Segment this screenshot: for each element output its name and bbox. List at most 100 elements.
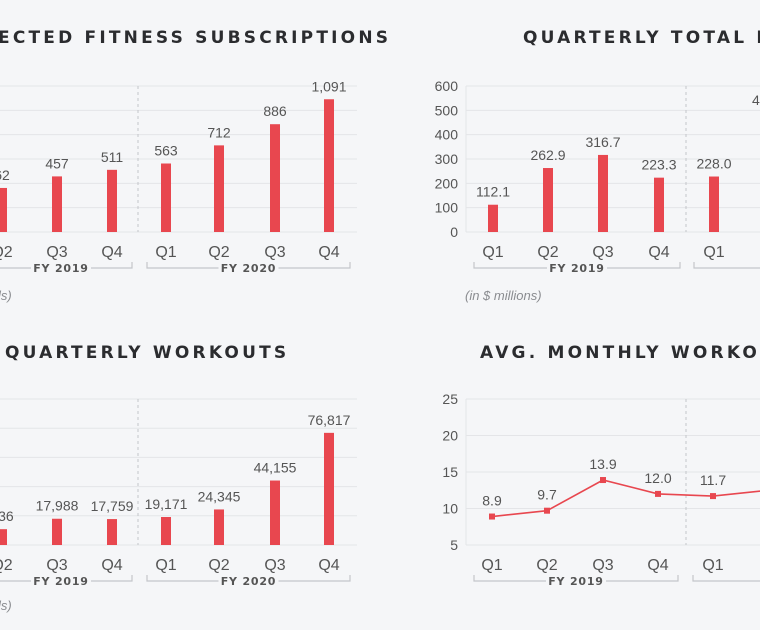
rev-group-bracket	[473, 262, 547, 269]
rev-x-tick: Q1	[482, 244, 503, 261]
subs-x-tick: Q4	[101, 244, 122, 261]
rev-x-tick: Q2	[537, 244, 558, 261]
subs-bar	[107, 169, 117, 232]
work-x-tick: Q2	[208, 557, 229, 574]
subs-x-tick: Q2	[208, 244, 229, 261]
rev-data-label: 262.9	[530, 147, 565, 163]
avg-x-tick: Q4	[647, 557, 668, 574]
subs-bar	[324, 99, 334, 233]
avg-x-tick: Q1	[481, 557, 502, 574]
rev-x-tick: Q3	[592, 244, 613, 261]
work-data-label: 836	[0, 508, 14, 524]
rev-y-tick: 600	[435, 78, 459, 94]
rev-x-tick: Q4	[648, 244, 669, 261]
avg-data-label: 13.9	[589, 456, 616, 472]
rev-y-tick: 100	[435, 200, 459, 216]
work-x-tick: Q3	[264, 557, 285, 574]
rev-data-label: 4	[752, 92, 760, 108]
subs-x-tick: Q2	[0, 244, 13, 261]
subs-data-label: 62	[0, 167, 10, 183]
avg-y-tick: 5	[450, 537, 458, 553]
rev-data-label: 316.7	[585, 134, 620, 150]
subs-data-label: 712	[207, 124, 231, 140]
work-bar	[324, 432, 334, 545]
subs-bar	[52, 176, 62, 232]
rev-bar	[709, 176, 719, 232]
rev-bar	[654, 177, 664, 232]
subscriptions-note: ls)	[0, 288, 12, 303]
subs-bar	[0, 187, 7, 232]
avg-group-bracket	[473, 575, 546, 582]
subs-data-label: 457	[45, 155, 69, 171]
work-data-label: 76,817	[308, 412, 351, 428]
subs-data-label: 511	[101, 149, 124, 165]
subs-group-bracket	[146, 262, 219, 269]
rev-group-label: FY 2019	[549, 262, 605, 275]
work-group-bracket	[146, 575, 219, 582]
rev-y-tick: 0	[450, 224, 458, 240]
work-bar	[107, 519, 117, 545]
avg-x-tick: Q3	[592, 557, 613, 574]
avg-data-label: 9.7	[537, 487, 557, 503]
avg-y-tick: 20	[442, 428, 458, 444]
avg-point	[710, 493, 716, 500]
avg-group-bracket	[692, 575, 760, 582]
avg-y-tick: 15	[442, 464, 458, 480]
subscriptions-title: ECTED FITNESS SUBSCRIPTIONS	[0, 28, 392, 48]
work-bar	[161, 517, 171, 545]
avg-workouts-title: AVG. MONTHLY WORKOU	[480, 343, 760, 363]
rev-bar	[598, 154, 608, 232]
work-bar	[214, 509, 224, 545]
rev-bar	[488, 204, 498, 232]
work-group-label: FY 2020	[221, 575, 277, 588]
workouts-title: QUARTERLY WORKOUTS	[5, 343, 290, 363]
work-x-tick: Q4	[318, 557, 339, 574]
avg-data-label: 12.0	[644, 470, 671, 486]
work-x-tick: Q1	[155, 557, 176, 574]
rev-y-tick: 500	[435, 102, 459, 118]
rev-group-bracket	[607, 262, 681, 269]
subs-group-label: FY 2020	[221, 262, 277, 275]
rev-data-label: 112.1	[476, 184, 510, 200]
subs-x-tick: Q3	[264, 244, 285, 261]
work-group-bracket	[0, 580, 31, 582]
work-bar	[270, 480, 280, 545]
subs-group-label: FY 2019	[33, 262, 89, 275]
rev-group-bracket	[693, 262, 760, 269]
avg-point	[655, 490, 661, 497]
work-bar	[52, 518, 62, 545]
work-data-label: 44,155	[254, 460, 297, 476]
work-group-bracket	[91, 575, 133, 582]
subs-data-label: 1,091	[311, 78, 346, 94]
avg-point	[544, 507, 550, 514]
revenue-title: QUARTERLY TOTAL R	[523, 28, 760, 48]
work-data-label: 19,171	[145, 496, 188, 512]
rev-data-label: 223.3	[641, 157, 676, 173]
work-data-label: 24,345	[198, 488, 241, 504]
subs-bar	[270, 124, 280, 232]
subs-x-tick: Q3	[46, 244, 67, 261]
avg-y-tick: 10	[442, 501, 458, 517]
work-group-bracket	[278, 575, 351, 582]
work-x-tick: Q4	[101, 557, 122, 574]
revenue-note: (in $ millions)	[465, 288, 542, 303]
work-x-tick: Q3	[46, 557, 67, 574]
work-data-label: 17,988	[36, 498, 79, 514]
rev-y-tick: 400	[435, 127, 459, 143]
subs-data-label: 563	[154, 143, 178, 159]
avg-x-tick: Q1	[702, 557, 723, 574]
subs-group-bracket	[278, 262, 351, 269]
subs-group-bracket	[91, 262, 133, 269]
work-data-label: 17,759	[91, 498, 134, 514]
avg-data-label: 8.9	[482, 493, 502, 509]
rev-y-tick: 200	[435, 175, 459, 191]
avg-x-tick: Q2	[536, 557, 557, 574]
rev-bar	[543, 168, 553, 232]
avg-group-label: FY 2019	[548, 575, 604, 588]
rev-y-tick: 300	[435, 151, 459, 167]
avg-point	[600, 477, 606, 484]
work-x-tick: Q2	[0, 557, 13, 574]
workouts-note: ls)	[0, 598, 12, 613]
subs-bar	[214, 145, 224, 232]
